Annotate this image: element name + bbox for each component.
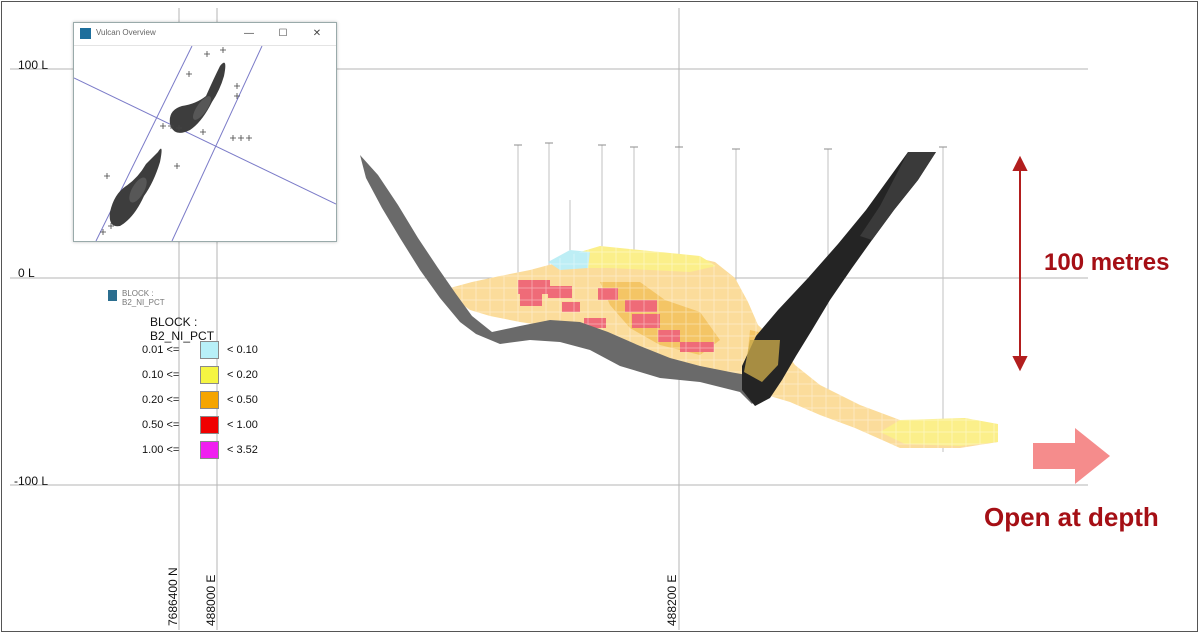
legend-swatch (200, 341, 219, 359)
legend-row-low: 1.00 <= (142, 444, 180, 456)
grid-label-488000e: 488000 E (204, 574, 218, 626)
drill-hole-collars (514, 142, 947, 150)
legend-swatch (200, 391, 219, 409)
legend-row: 0.10 <= < 0.20 (130, 366, 300, 386)
overview-window[interactable]: Vulcan Overview — ☐ ✕ (73, 22, 337, 242)
overview-titlebar[interactable]: Vulcan Overview — ☐ ✕ (74, 23, 336, 46)
ore-block-grid (450, 246, 998, 448)
ore-body-blocks (450, 246, 998, 448)
grid-label-7686400n: 7686400 N (166, 567, 180, 626)
legend-row-high: < 1.00 (227, 419, 258, 431)
grid-label-488200e: 488200 E (665, 574, 679, 626)
open-at-depth-annotation: Open at depth (984, 502, 1159, 532)
footwall-surface (360, 155, 762, 404)
open-at-depth-arrow (1033, 428, 1110, 484)
legend-row-high: < 0.20 (227, 369, 258, 381)
legend-row-high: < 3.52 (227, 444, 258, 456)
maximize-icon[interactable]: ☐ (278, 28, 288, 39)
legend-row: 0.20 <= < 0.50 (130, 391, 300, 411)
intersection-zone (744, 340, 780, 382)
legend-swatch (200, 366, 219, 384)
minimize-icon[interactable]: — (244, 28, 254, 39)
overview-orebody (109, 62, 226, 227)
elevation-label-minus100l: -100 L (14, 474, 49, 488)
overview-window-title: Vulcan Overview (96, 28, 156, 37)
hangingwall-highlight (860, 152, 936, 240)
legend-swatch (200, 416, 219, 434)
overview-plan-view (74, 46, 336, 241)
legend-row: 0.50 <= < 1.00 (130, 416, 300, 436)
overview-drillhole-markers (100, 47, 252, 235)
legend-row: 1.00 <= < 3.52 (130, 441, 300, 461)
legend-row: 0.01 <= < 0.10 (130, 341, 300, 361)
legend-row-high: < 0.10 (227, 344, 258, 356)
legend-row-low: 0.20 <= (142, 394, 180, 406)
elevation-label-100l: 100 L (18, 58, 49, 72)
legend-title: BLOCK : B2_NI_PCT (150, 315, 215, 343)
legend-row-high: < 0.50 (227, 394, 258, 406)
close-icon[interactable]: ✕ (312, 28, 322, 39)
legend-row-low: 0.10 <= (142, 369, 180, 381)
elevation-label-0l: 0 L (18, 266, 35, 280)
legend-row-low: 0.50 <= (142, 419, 180, 431)
wireframe-surfaces (360, 152, 936, 406)
legend-row-low: 0.01 <= (142, 344, 180, 356)
legend-header-label: BLOCK : B2_NI_PCT (122, 289, 165, 307)
legend-swatch (200, 441, 219, 459)
legend-layer-icon (108, 290, 117, 301)
scale-annotation: 100 metres (1044, 249, 1170, 276)
vulcan-app-icon (80, 28, 91, 39)
scale-arrow (1012, 155, 1028, 372)
